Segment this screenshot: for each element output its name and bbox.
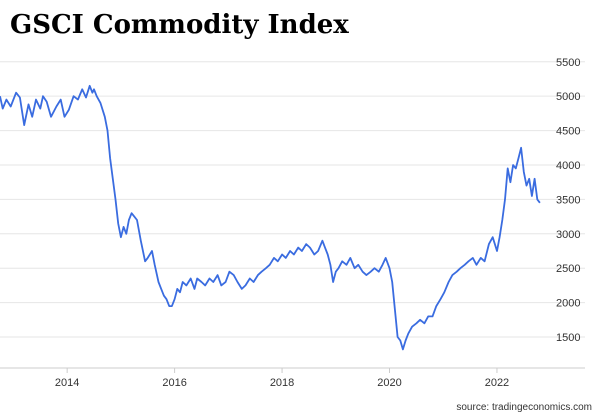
gridlines [0, 61, 585, 373]
x-tick-label: 2018 [270, 377, 294, 389]
source-attribution: source: tradingeconomics.com [456, 402, 592, 413]
y-tick-label: 3500 [556, 194, 580, 206]
y-tick-label: 2500 [556, 263, 580, 275]
y-axis-tick-labels: 1500 2000 2500 3000 3500 4000 4500 5000 5500 [556, 57, 580, 344]
x-tick-label: 2022 [485, 377, 509, 389]
x-tick-label: 2014 [55, 377, 79, 389]
chart-title: GSCI Commodity Index [10, 10, 349, 40]
y-tick-label: 3000 [556, 229, 580, 241]
y-tick-label: 1500 [556, 332, 580, 344]
y-tick-label: 4500 [556, 126, 580, 138]
y-tick-label: 5500 [556, 57, 580, 69]
x-tick-label: 2020 [377, 377, 401, 389]
series-line-group [0, 84, 541, 351]
x-axis-tick-labels: 2014 2016 2018 2020 2022 [55, 377, 509, 389]
y-tick-label: 2000 [556, 298, 580, 310]
x-tick-label: 2016 [162, 377, 186, 389]
series-line [0, 84, 541, 351]
y-tick-label: 5000 [556, 91, 580, 103]
y-tick-label: 4000 [556, 160, 580, 172]
